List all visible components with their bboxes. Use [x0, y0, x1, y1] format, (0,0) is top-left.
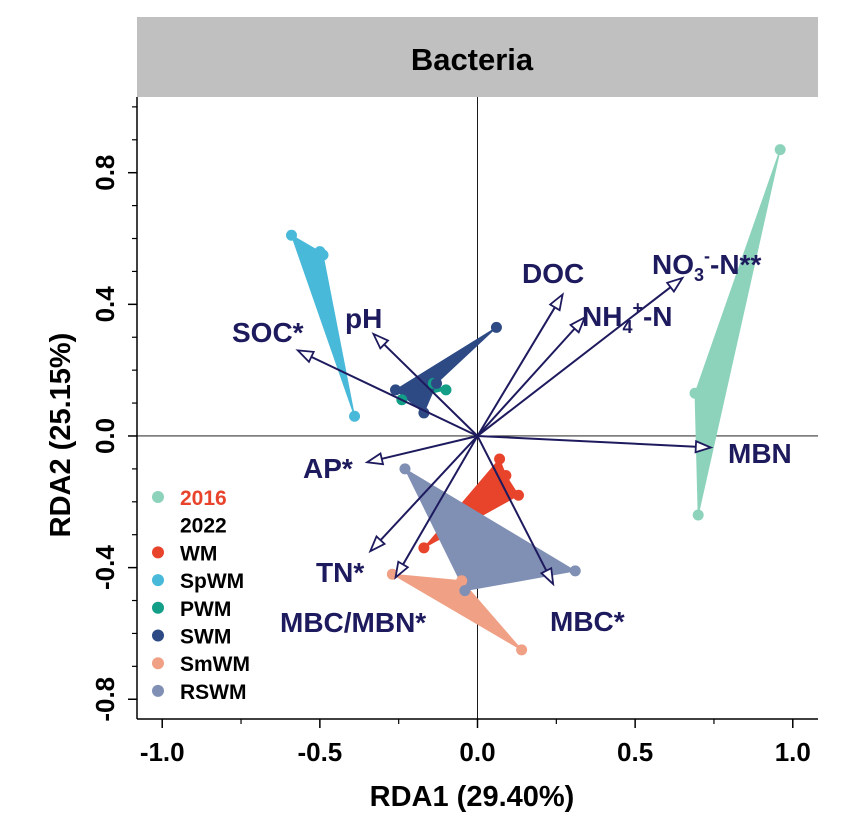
- rda-biplot: Bacteria SOC* pH DOC NH4+-N NO3--N** MBN AP* TN…: [0, 0, 852, 818]
- legend-marker: [152, 574, 164, 586]
- arrow-label-mbc: MBC*: [550, 606, 625, 637]
- legend-entry-smwm: SmWM: [152, 653, 250, 676]
- legend-marker: [152, 685, 164, 697]
- legend-entry-pwm: PWM: [152, 598, 231, 621]
- point-smwm-3: [456, 575, 467, 586]
- legend-label: SpWM: [180, 570, 244, 593]
- y-tick-label: -0.4: [90, 545, 120, 590]
- arrow-label-nh4-n: NH4+-N: [582, 298, 673, 337]
- legend-marker: [152, 491, 164, 503]
- legend-marker: [152, 630, 164, 642]
- legend-marker: [152, 657, 164, 669]
- x-tick-label: 0.0: [459, 737, 495, 767]
- point-wm-1: [494, 454, 505, 465]
- y-tick-label: 0.0: [90, 418, 120, 454]
- arrow-label-tn: TN*: [316, 557, 364, 588]
- legend-entry-spwm: SpWM: [152, 570, 244, 593]
- arrow-label-doc: DOC: [522, 258, 584, 289]
- legend-marker: [152, 602, 164, 614]
- arrow-label-no3-n: NO3--N**: [652, 246, 761, 285]
- point-rswm-1: [399, 463, 410, 474]
- point-2016-3: [693, 509, 704, 520]
- x-tick-label: 0.5: [617, 737, 653, 767]
- legend-entry-swm: SWM: [152, 626, 231, 649]
- chart-title: Bacteria: [411, 42, 534, 77]
- arrow-mbn: [478, 436, 711, 452]
- x-tick-label: -1.0: [140, 737, 185, 767]
- arrow-label-mbn: MBN: [728, 438, 792, 469]
- x-tick-label: 1.0: [775, 737, 811, 767]
- arrow-label-ph: pH: [345, 303, 382, 334]
- arrow-doc: [478, 294, 563, 436]
- point-wm-2: [500, 470, 511, 481]
- legend-entry-wm: WM: [152, 542, 217, 565]
- point-swm-1: [491, 322, 502, 333]
- group-hulls: [291, 150, 780, 650]
- y-axis-label: RDA2 (25.15%): [45, 333, 77, 538]
- x-axis-label: RDA1 (29.40%): [370, 781, 575, 813]
- legend-label: WM: [180, 542, 217, 565]
- arrow-label-soc: SOC*: [232, 317, 304, 348]
- legend-label: 2022: [180, 515, 227, 538]
- point-rswm-3: [459, 585, 470, 596]
- legend-label: SWM: [180, 626, 231, 649]
- arrow-nh4-n: [478, 317, 585, 435]
- legend-label: SmWM: [180, 653, 250, 676]
- point-swm-2: [390, 384, 401, 395]
- legend-label: PWM: [180, 598, 231, 621]
- x-axis-ticks: -1.0 -0.5 0.0 0.5 1.0: [140, 719, 811, 767]
- point-2016-2: [690, 388, 701, 399]
- y-tick-label: 0.8: [90, 155, 120, 191]
- legend-entry-rswm: RSWM: [152, 681, 247, 704]
- arrow-label-mbc-mbn: MBC/MBN*: [280, 607, 426, 638]
- legend-label: 2016: [180, 487, 227, 510]
- y-tick-label: 0.4: [90, 286, 120, 323]
- point-2016-1: [775, 144, 786, 155]
- point-spwm-4: [349, 411, 360, 422]
- point-spwm-1: [286, 230, 297, 241]
- y-axis-ticks: -0.8 -0.4 0.0 0.4 0.8: [90, 107, 137, 722]
- point-wm-4: [418, 542, 429, 553]
- legend-entry-2022: 2022: [180, 515, 227, 538]
- point-wm-3: [513, 490, 524, 501]
- legend-entry-2016: 2016: [152, 487, 227, 510]
- legend-marker: [152, 546, 164, 558]
- legend: 2016 2022 WM SpWM PWM SWM SmWM RSWM: [152, 487, 250, 704]
- legend-label: RSWM: [180, 681, 247, 704]
- arrow-ap: [367, 436, 477, 464]
- x-tick-label: -0.5: [297, 737, 342, 767]
- point-rswm-2: [570, 565, 581, 576]
- arrow-label-ap: AP*: [303, 453, 353, 484]
- point-swm-4: [431, 378, 442, 389]
- point-smwm-2: [516, 644, 527, 655]
- point-spwm-3: [318, 249, 329, 260]
- point-pwm-2: [440, 384, 451, 395]
- y-tick-label: -0.8: [90, 677, 120, 722]
